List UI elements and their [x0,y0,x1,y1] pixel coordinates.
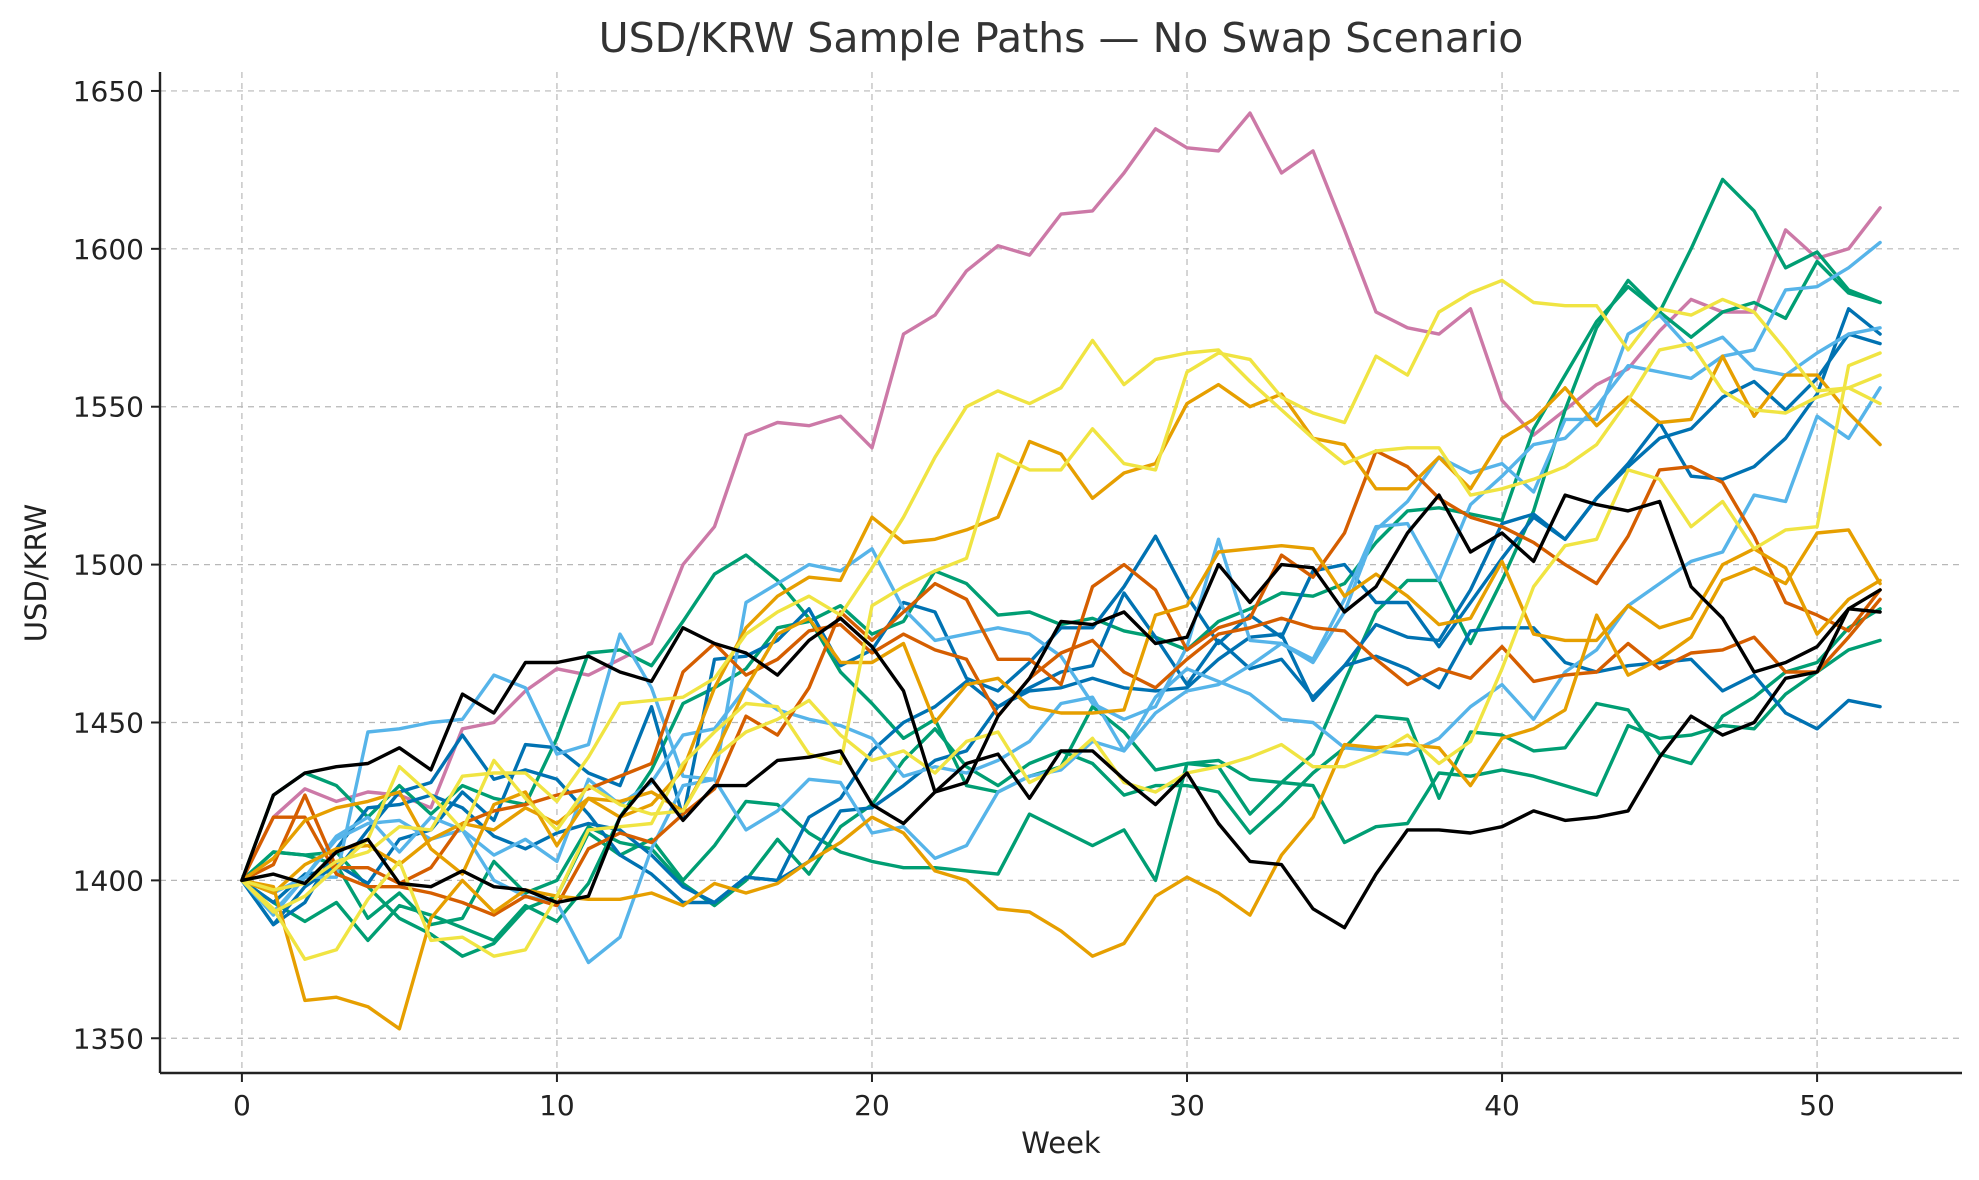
grid [160,72,1962,1073]
x-tick-label: 20 [854,1089,890,1122]
y-tick-label: 1550 [73,391,144,424]
x-tick-label: 10 [539,1089,575,1122]
axes [158,72,1962,1075]
series-line-17 [240,278,1882,961]
y-tick-label: 1500 [73,549,144,582]
y-tick-label: 1350 [73,1022,144,1055]
series-line-1 [240,111,1882,883]
series-line-11 [240,313,1882,917]
series-line-19 [240,338,1882,892]
x-tick-label: 50 [1799,1089,1835,1122]
x-tick-label: 0 [233,1089,251,1122]
y-tick-label: 1650 [73,75,144,108]
x-ticks: 0 10 20 30 40 50 [233,1073,1835,1122]
y-tick-label: 1600 [73,233,144,266]
y-ticks: 1350 1400 1450 1500 1550 1600 1650 [73,75,160,1055]
y-tick-label: 1450 [73,706,144,739]
series-line-21 [240,493,1882,883]
series-line-20 [240,607,1882,930]
chart-title: USD/KRW Sample Paths — No Swap Scenario [599,14,1524,62]
series-line-13 [240,597,1882,886]
series-line-18 [240,351,1882,914]
series-line-15 [240,544,1882,883]
y-axis-label: USD/KRW [19,504,53,642]
series-layer [240,111,1882,1031]
x-tick-label: 40 [1484,1089,1520,1122]
y-tick-label: 1400 [73,864,144,897]
series-line-14 [240,528,1882,1031]
series-line-12 [240,449,1882,917]
series-line-16 [240,354,1882,895]
x-tick-label: 30 [1169,1089,1205,1122]
series-line-2 [240,638,1882,958]
x-axis-label: Week [1021,1126,1101,1160]
